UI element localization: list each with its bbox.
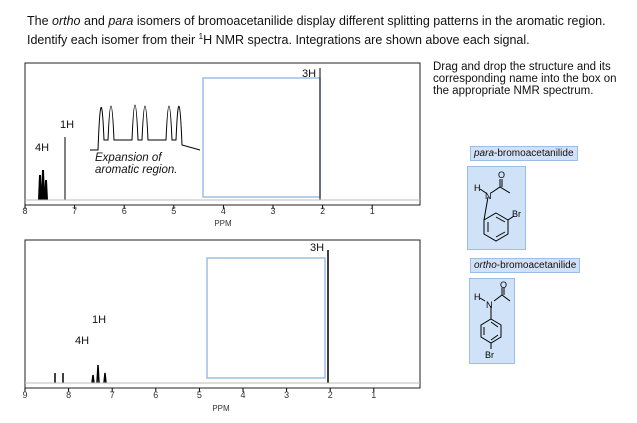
axis-tick-label: 2	[328, 390, 333, 400]
spectrum-frame	[24, 62, 421, 206]
axis-tick-label: 1	[370, 206, 375, 216]
atom: H	[474, 292, 481, 302]
text: para	[108, 14, 134, 28]
atom: Br	[512, 209, 521, 219]
axis-tick-label: 9	[22, 390, 27, 400]
integration: 1H	[92, 314, 106, 326]
axis-tick-label: 7	[110, 390, 115, 400]
axis-label: PPM	[212, 404, 230, 413]
text: The	[27, 14, 53, 28]
instructions: Drag and drop the structure and its corr…	[433, 61, 617, 97]
name-card[interactable]: para-bromoacetanilide	[470, 146, 578, 161]
structure: H N O Br	[474, 280, 511, 360]
annotation: Expansion of	[95, 152, 163, 164]
structure: H N O Br	[474, 170, 521, 242]
spectrum-frame	[24, 239, 421, 389]
peaks	[25, 68, 420, 201]
integration: 1H	[60, 119, 74, 131]
axis-tick-label: 8	[66, 390, 71, 400]
axis-tick-label: 6	[122, 206, 127, 216]
structure-card[interactable]: H N O Br	[467, 166, 526, 250]
text: ortho	[52, 14, 81, 28]
integration: 4H	[35, 142, 49, 154]
text: para	[474, 148, 495, 159]
peaks	[25, 250, 420, 384]
structure-card[interactable]: H N O Br	[469, 278, 515, 364]
atom: Br	[485, 350, 494, 360]
axis-label: PPM	[214, 219, 232, 228]
axis-tick-label: 4	[221, 206, 226, 216]
text: -bromoacetanilide	[494, 148, 574, 159]
text: ortho	[474, 260, 497, 271]
axis-tick-label: 5	[171, 206, 176, 216]
atom: O	[500, 280, 507, 290]
axis-tick-label: 4	[240, 390, 245, 400]
question: The ortho and para isomers of bromoaceta…	[27, 14, 627, 48]
integration: 4H	[75, 335, 89, 347]
annotation: aromatic region.	[95, 164, 177, 176]
text: isomers of bromoacetanilide display diff…	[27, 14, 606, 48]
axis-tick-label: 6	[153, 390, 158, 400]
axis-tick-label: 7	[72, 206, 77, 216]
drop-box[interactable]	[206, 257, 326, 379]
integration: 3H	[302, 68, 316, 80]
axis-tick-label: 3	[284, 390, 289, 400]
text: and	[80, 14, 109, 28]
text: 1	[198, 32, 204, 41]
drop-box[interactable]	[202, 77, 321, 198]
axis-tick-label: 3	[270, 206, 275, 216]
axis-tick-label: 8	[22, 206, 27, 216]
axis-tick-label: 2	[320, 206, 325, 216]
text: -bromoacetanilide	[496, 260, 577, 271]
atom: H	[474, 183, 481, 193]
axis-tick-label: 1	[371, 390, 376, 400]
atom: O	[498, 170, 505, 180]
atom: N	[486, 300, 493, 310]
integration: 3H	[310, 242, 324, 254]
text: H NMR spectra. Integrations are shown ab…	[203, 33, 530, 48]
atom: N	[485, 191, 492, 201]
axis-tick-label: 5	[197, 390, 202, 400]
name-card[interactable]: ortho-bromoacetanilide	[470, 258, 581, 273]
